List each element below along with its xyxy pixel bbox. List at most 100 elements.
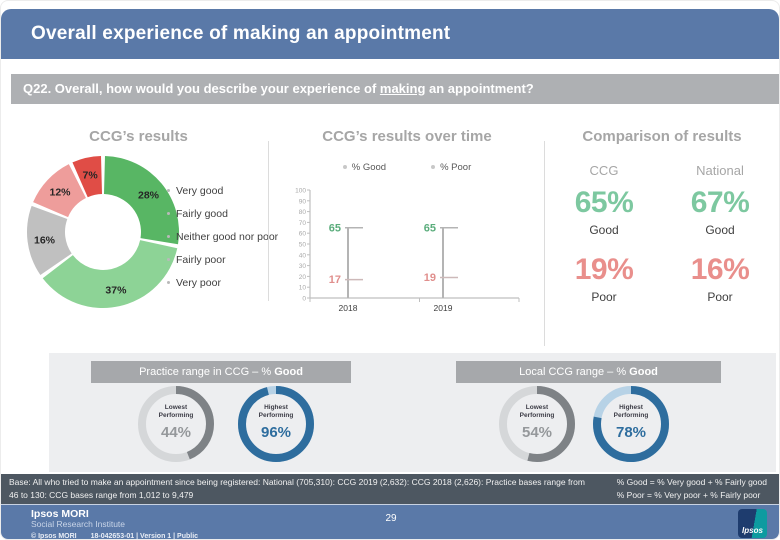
gauge-svg xyxy=(593,386,669,462)
pie-slice-0 xyxy=(103,156,179,245)
y-tick-label: 20 xyxy=(299,274,307,281)
base-text: Base: All who tried to make an appointme… xyxy=(9,477,585,500)
gauge-arc xyxy=(138,386,214,462)
copyright-line: © Ipsos MORI 18-042653-01 | Version 1 | P… xyxy=(31,532,199,540)
comparison-ccg-header: CCG xyxy=(589,163,619,178)
gauge-local-lowest: Lowest Performing 54% xyxy=(495,382,579,466)
base-note-bar: Base: All who tried to make an appointme… xyxy=(1,474,779,504)
national-poor-label: Poor xyxy=(707,290,733,304)
page-number: 29 xyxy=(385,513,397,524)
bullet-icon xyxy=(167,189,170,192)
trend-svg: 0 10 20 30 40 50 60 70 80 90 100 65 17 2018 65 19 2019 xyxy=(295,188,520,313)
y-tick-label: 100 xyxy=(295,188,306,195)
ccg-results-title: CCG’s results xyxy=(89,128,188,145)
y-tick-label: 60 xyxy=(299,231,307,238)
comparison-grid: CCG 65% Good 19% Poor National 67% Good … xyxy=(546,163,778,320)
good-value-2019: 65 xyxy=(424,222,436,234)
poor-value-2019: 19 xyxy=(424,272,436,284)
gauge-practice-lowest: Lowest Performing 44% xyxy=(134,382,218,466)
y-tick-label: 90 xyxy=(299,198,307,205)
comparison-national-header: National xyxy=(696,163,744,178)
ccg-poor-label: Poor xyxy=(591,290,617,304)
y-tick-label: 0 xyxy=(302,296,306,303)
ccg-good-label: Good xyxy=(589,223,619,237)
legend-item-very-good: Very good xyxy=(167,180,278,203)
question-prefix: Q22. Overall, how would you describe you… xyxy=(23,81,380,96)
legend-item-fairly-good: Fairly good xyxy=(167,203,278,226)
pie-slice-4 xyxy=(72,156,103,198)
doc-reference: 18-042653-01 | Version 1 | Public xyxy=(90,532,199,540)
pie-value-label-1: 37% xyxy=(105,285,127,297)
practice-range-header: Practice range in CCG – % Good xyxy=(91,361,351,383)
formula-good: % Good = % Very good + % Fairly good xyxy=(616,477,767,487)
question-bar: Q22. Overall, how would you describe you… xyxy=(11,74,779,104)
local-range-header: Local CCG range – % Good xyxy=(456,361,721,383)
pie-value-label-2: 16% xyxy=(34,234,56,246)
bullet-icon xyxy=(431,165,436,169)
brand-name: Ipsos MORI xyxy=(31,508,89,520)
y-tick-label: 80 xyxy=(299,209,307,216)
results-over-time-title: CCG’s results over time xyxy=(322,128,492,145)
bullet-icon xyxy=(167,281,170,284)
gauge-arc xyxy=(499,386,575,462)
donut-svg: 28% 37% 16% 12% 7% xyxy=(27,156,179,309)
gauge-svg xyxy=(138,386,214,462)
ccg-good-value: 65% xyxy=(574,186,634,219)
legend-item-fairly-poor: Fairly poor xyxy=(167,249,278,272)
brand-subtitle: Social Research Institute xyxy=(31,519,126,530)
pie-slice-1 xyxy=(42,240,178,309)
pie-slice-3 xyxy=(33,164,86,218)
gauge-arc xyxy=(593,386,669,462)
national-poor-value: 16% xyxy=(690,253,750,286)
national-good-label: Good xyxy=(705,223,735,237)
ccg-results-section: CCG’s results 28% 37% 16% 12% 7% Very good F… xyxy=(11,104,278,353)
gauge-svg xyxy=(238,386,314,462)
page-title: Overall experience of making an appointm… xyxy=(31,23,451,44)
comparison-national-column: National 67% Good 16% Poor xyxy=(662,163,778,320)
y-tick-label: 40 xyxy=(299,252,307,259)
question-underlined-word: making xyxy=(379,81,426,96)
brand-block: Ipsos MORI Social Research Institute © I… xyxy=(31,508,199,540)
legend-item-pct-poor: % Poor xyxy=(431,162,471,173)
ipsos-logo: Ipsos xyxy=(738,509,767,538)
comparison-section: Comparison of results CCG 65% Good 19% P… xyxy=(546,104,778,353)
good-value-2018: 65 xyxy=(329,222,341,234)
footer-bar: Ipsos MORI Social Research Institute © I… xyxy=(1,504,779,540)
pie-value-label-3: 12% xyxy=(49,187,71,199)
pie-slice-2 xyxy=(27,205,72,276)
gauge-arc xyxy=(238,386,314,462)
bullet-icon xyxy=(167,212,170,215)
bullet-icon xyxy=(167,235,170,238)
gauge-practice-highest: Highest Performing 96% xyxy=(234,382,318,466)
ccg-poor-value: 19% xyxy=(574,253,634,286)
trend-legend: % Good % Poor xyxy=(271,162,543,173)
y-tick-label: 70 xyxy=(299,220,307,227)
donut-legend: Very good Fairly good Neither good nor p… xyxy=(167,180,278,295)
gauge-svg xyxy=(499,386,575,462)
results-over-time-section: CCG’s results over time % Good % Poor 0 1… xyxy=(271,104,543,353)
formula-poor: % Poor = % Very poor + % Fairly poor xyxy=(616,489,761,500)
poor-value-2018: 17 xyxy=(329,274,341,286)
column-divider xyxy=(268,141,269,301)
comparison-ccg-column: CCG 65% Good 19% Poor xyxy=(546,163,662,320)
gauge-local-highest: Highest Performing 78% xyxy=(589,382,673,466)
question-suffix: an appointment? xyxy=(425,81,534,96)
copyright: © Ipsos MORI xyxy=(31,532,77,540)
y-tick-label: 50 xyxy=(299,242,307,249)
legend-item-pct-good: % Good xyxy=(342,162,386,173)
legend-item-neither: Neither good nor poor xyxy=(167,226,278,249)
pie-value-label-0: 28% xyxy=(138,189,160,201)
x-label-2019: 2019 xyxy=(434,303,453,313)
y-tick-label: 10 xyxy=(299,285,307,292)
comparison-title: Comparison of results xyxy=(582,128,742,145)
legend-item-very-poor: Very poor xyxy=(167,272,278,295)
x-label-2018: 2018 xyxy=(339,303,358,313)
column-divider xyxy=(544,141,545,346)
donut-chart: 28% 37% 16% 12% 7% xyxy=(23,152,183,312)
formula-text: % Good = % Very good + % Fairly good % P… xyxy=(617,474,779,504)
national-good-value: 67% xyxy=(690,186,750,219)
bullet-icon xyxy=(342,165,347,169)
y-tick-label: 30 xyxy=(299,263,307,270)
pie-value-label-4: 7% xyxy=(83,169,99,181)
